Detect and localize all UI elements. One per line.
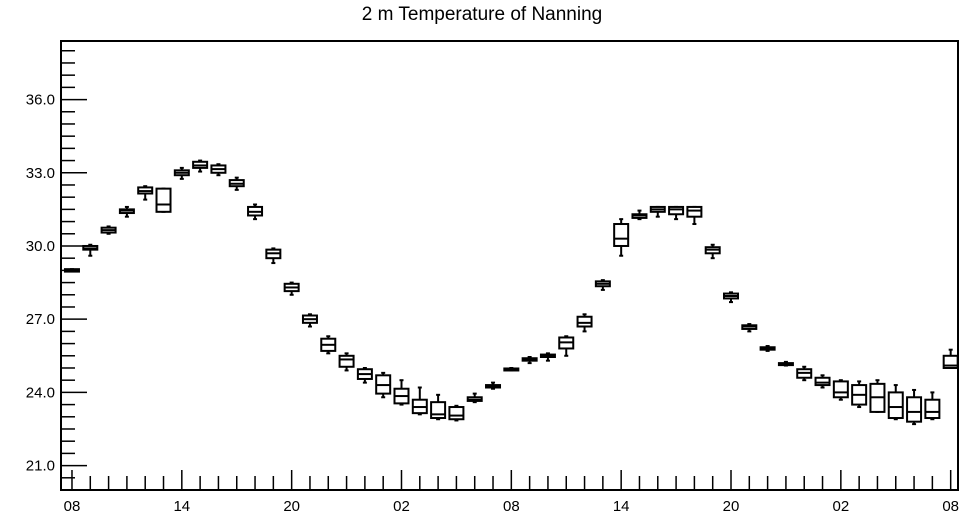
box-43	[851, 380, 868, 409]
box-8	[210, 163, 227, 177]
x-tick-label: 14	[613, 498, 630, 515]
box-28	[576, 313, 593, 333]
box-23	[485, 381, 502, 390]
box-46	[906, 388, 923, 426]
chart-title: 2 m Temperature of Nanning	[361, 4, 603, 25]
box-31	[631, 209, 648, 221]
iqr-box	[613, 223, 630, 247]
box-27	[558, 335, 575, 357]
box-2	[100, 225, 117, 235]
box-35	[704, 243, 721, 260]
iqr-box	[832, 380, 849, 399]
box-20	[430, 393, 447, 421]
iqr-box	[338, 354, 355, 368]
iqr-box	[668, 205, 685, 216]
box-29	[594, 279, 611, 291]
iqr-box	[814, 376, 831, 387]
x-tick-label: 08	[64, 498, 81, 515]
box-33	[668, 205, 685, 221]
box-45	[887, 384, 904, 421]
y-tick-label: 33.0	[26, 165, 55, 182]
iqr-box	[155, 187, 172, 213]
box-36	[723, 291, 740, 304]
y-tick-label: 27.0	[26, 311, 55, 328]
box-7	[192, 159, 209, 173]
box-47	[924, 391, 941, 421]
y-tick-label: 24.0	[26, 384, 55, 401]
box-5	[155, 187, 172, 213]
box-21	[448, 404, 465, 422]
box-10	[247, 203, 264, 221]
box-34	[686, 205, 703, 226]
box-15	[338, 352, 355, 372]
x-tick-label: 08	[503, 498, 520, 515]
box-26	[539, 352, 556, 362]
box-30	[613, 218, 630, 257]
x-tick-label: 02	[832, 498, 849, 515]
box-48	[942, 348, 959, 369]
box-9	[228, 176, 245, 191]
box-11	[265, 247, 282, 265]
box-19	[411, 386, 428, 416]
x-tick-label: 20	[723, 498, 740, 515]
box-37	[741, 323, 758, 333]
box-14	[320, 335, 337, 355]
plot-frame	[60, 40, 959, 491]
box-39	[777, 360, 794, 367]
iqr-box	[576, 315, 593, 328]
box-18	[393, 379, 410, 406]
box-0	[63, 268, 80, 273]
box-32	[649, 205, 666, 218]
y-tick-label: 30.0	[26, 238, 55, 255]
x-tick-label: 02	[393, 498, 410, 515]
box-12	[283, 281, 300, 296]
box-42	[832, 379, 849, 401]
y-tick-label: 36.0	[26, 92, 55, 109]
x-tick-label: 14	[173, 498, 190, 515]
box-13	[301, 313, 318, 328]
box-17	[375, 371, 392, 399]
x-tick-label: 20	[283, 498, 300, 515]
iqr-box	[686, 205, 703, 218]
box-16	[356, 366, 373, 384]
box-6	[173, 166, 190, 180]
box-1	[82, 243, 99, 257]
iqr-box	[906, 396, 923, 423]
box-22	[466, 392, 483, 404]
box-3	[118, 205, 135, 218]
iqr-box	[448, 406, 465, 421]
box-24	[503, 366, 520, 372]
iqr-box	[430, 401, 447, 420]
iqr-box	[924, 398, 941, 420]
x-tick-label: 08	[942, 498, 959, 515]
iqr-box	[887, 391, 904, 420]
box-40	[796, 365, 813, 382]
box-44	[869, 379, 886, 413]
box-38	[759, 345, 776, 352]
box-25	[521, 356, 538, 365]
box-41	[814, 374, 831, 389]
box-4	[137, 185, 154, 201]
y-tick-label: 21.0	[26, 458, 55, 475]
